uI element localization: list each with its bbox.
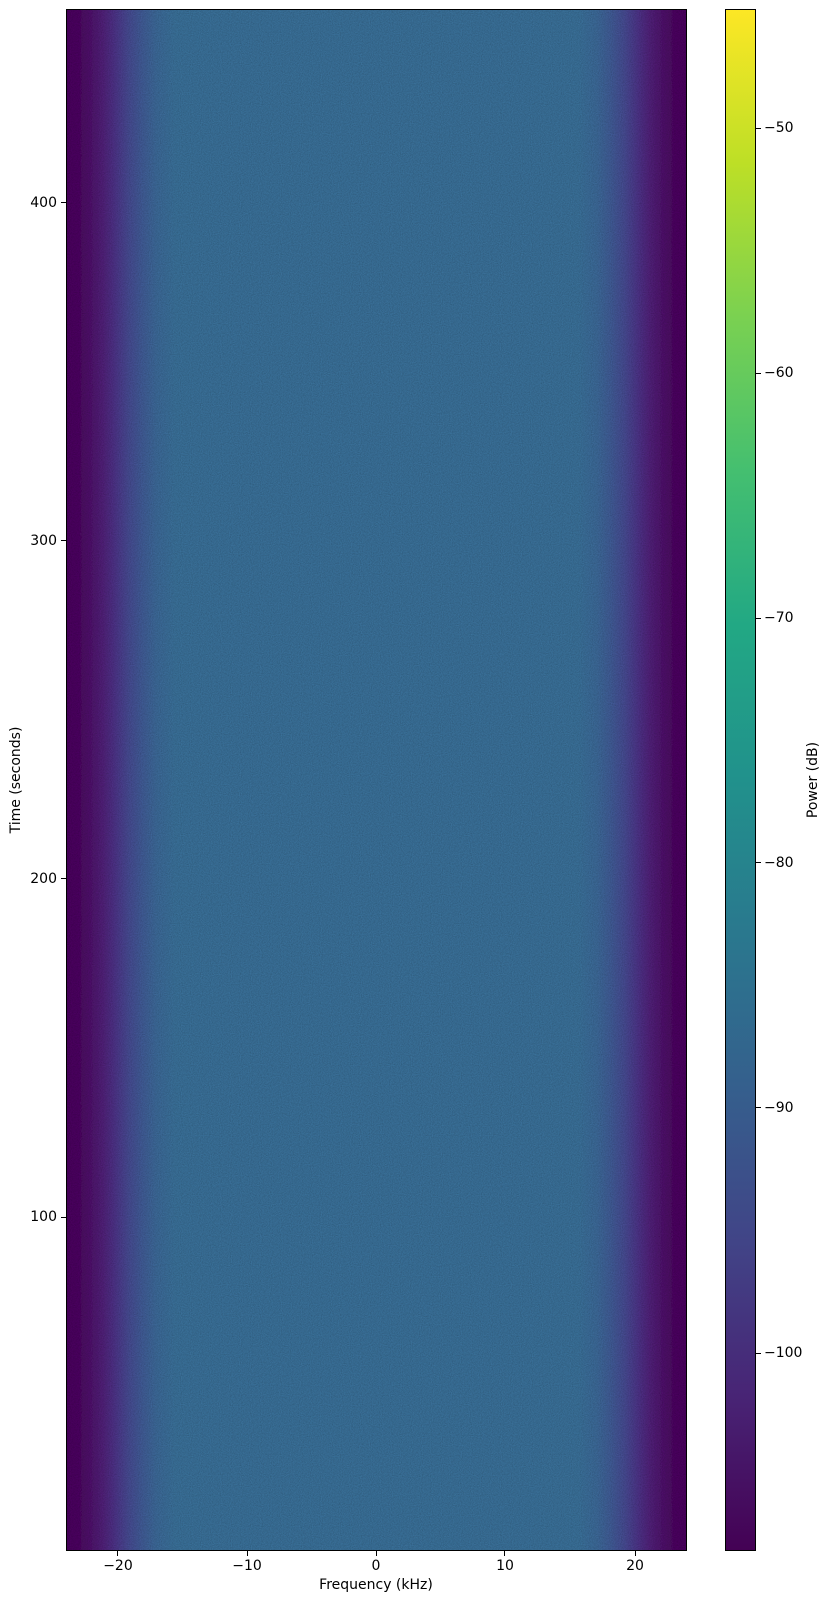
x-tick-mark bbox=[504, 1551, 506, 1556]
colorbar-tick-label: −100 bbox=[764, 1345, 803, 1361]
colorbar-label: Power (dB) bbox=[805, 741, 821, 819]
y-tick-label: 200 bbox=[30, 870, 57, 887]
colorbar-tick-label: −60 bbox=[764, 365, 794, 382]
x-tick-mark bbox=[117, 1551, 119, 1556]
y-tick-mark bbox=[61, 878, 66, 880]
colorbar-tick-label: −90 bbox=[764, 1099, 794, 1116]
colorbar-tick-mark bbox=[756, 617, 761, 619]
plot-border bbox=[66, 9, 687, 1551]
y-tick-label: 400 bbox=[30, 194, 57, 211]
spectrogram-heatmap bbox=[66, 9, 687, 1551]
colorbar-tick-mark bbox=[756, 862, 761, 864]
colorbar-gradient bbox=[725, 9, 756, 1551]
y-tick-label: 300 bbox=[30, 532, 57, 549]
y-tick-label: 100 bbox=[30, 1209, 57, 1225]
x-tick-label: 0 bbox=[371, 1558, 381, 1574]
y-tick-mark bbox=[61, 540, 66, 542]
x-tick-label: 10 bbox=[496, 1558, 514, 1574]
colorbar-tick-label: −70 bbox=[764, 610, 794, 627]
x-tick-mark bbox=[375, 1551, 377, 1556]
x-tick-label: −10 bbox=[232, 1558, 262, 1574]
x-axis-label: Frequency (kHz) bbox=[319, 1577, 433, 1593]
x-tick-label: −20 bbox=[103, 1558, 133, 1574]
y-axis-label: Time (seconds) bbox=[8, 726, 24, 834]
x-tick-mark bbox=[634, 1551, 636, 1556]
colorbar-tick-mark bbox=[756, 1352, 761, 1354]
colorbar-border bbox=[725, 9, 756, 1551]
y-tick-mark bbox=[61, 202, 66, 204]
y-tick-mark bbox=[61, 1216, 66, 1218]
colorbar-tick-mark bbox=[756, 372, 761, 374]
colorbar-tick-label: −50 bbox=[764, 120, 794, 137]
colorbar bbox=[725, 9, 756, 1551]
colorbar-tick-mark bbox=[756, 127, 761, 129]
spectrogram-image bbox=[66, 9, 687, 1551]
colorbar-tick-label: −80 bbox=[764, 854, 794, 871]
x-tick-mark bbox=[246, 1551, 248, 1556]
colorbar-tick-mark bbox=[756, 1107, 761, 1109]
x-tick-label: 20 bbox=[626, 1558, 644, 1574]
